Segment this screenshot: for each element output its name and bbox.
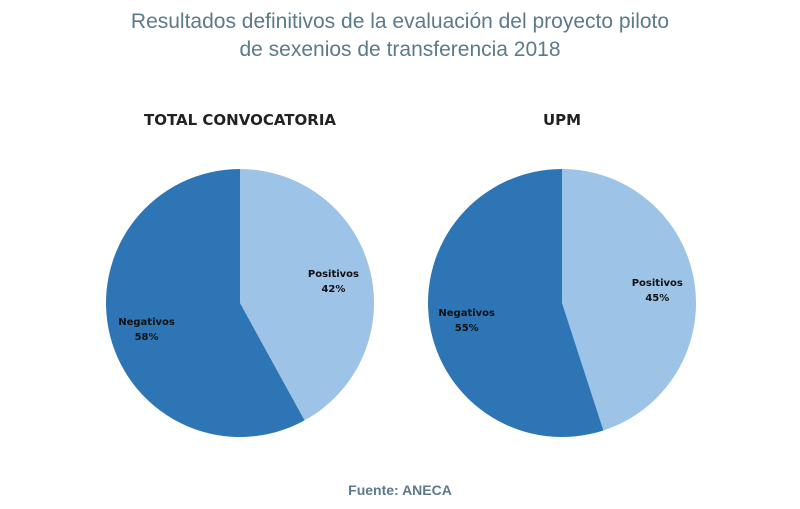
slice-label: Positivos bbox=[308, 269, 359, 280]
pie-slice-positivos bbox=[240, 169, 374, 421]
source-note: Fuente: ANECA bbox=[348, 482, 452, 498]
slice-value-label: 58% bbox=[135, 332, 159, 343]
pie-slice-positivos bbox=[562, 169, 697, 431]
pie-slice-negativos bbox=[428, 169, 604, 437]
pie-title: UPM bbox=[543, 111, 581, 129]
chart-title-line-2: de sexenios de transferencia 2018 bbox=[239, 38, 561, 61]
slice-label: Negativos bbox=[118, 317, 175, 328]
pie-title: TOTAL CONVOCATORIA bbox=[144, 111, 336, 129]
slice-label: Negativos bbox=[438, 308, 495, 319]
slice-value-label: 45% bbox=[645, 293, 669, 304]
slice-value-label: 42% bbox=[321, 284, 345, 295]
chart-title: Resultados definitivos de la evaluación … bbox=[0, 8, 800, 64]
pie-slice-negativos bbox=[105, 169, 305, 437]
slice-label: Positivos bbox=[632, 278, 683, 289]
chart-title-line-1: Resultados definitivos de la evaluación … bbox=[130, 10, 670, 33]
slice-value-label: 55% bbox=[455, 323, 479, 334]
